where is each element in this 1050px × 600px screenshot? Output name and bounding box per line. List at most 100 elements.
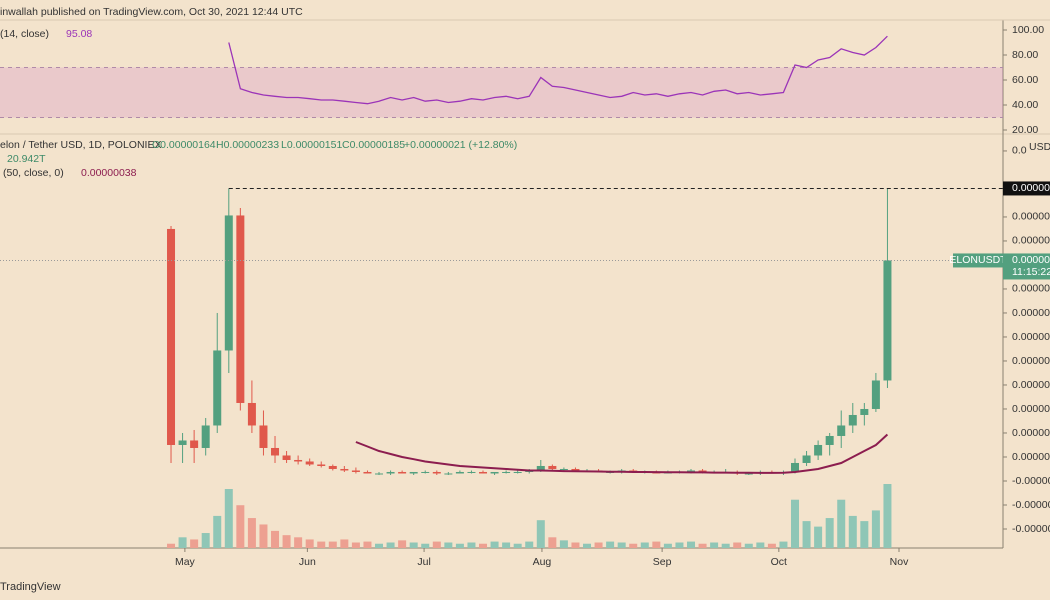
candle-body bbox=[791, 462, 800, 472]
volume-bar bbox=[317, 541, 326, 548]
volume-bar bbox=[282, 535, 291, 548]
x-tick-label: Jun bbox=[299, 556, 316, 568]
volume-bar bbox=[687, 541, 696, 548]
y-tick-label: -0.00000 bbox=[1012, 475, 1050, 487]
volume-bar bbox=[675, 542, 684, 548]
candle-body bbox=[860, 408, 869, 415]
volume-bar bbox=[791, 499, 800, 548]
symbol: elon / Tether USD, 1D, POLONIEX bbox=[0, 139, 161, 151]
y-tick-label: -0.00000 bbox=[1012, 523, 1050, 535]
volume-bar bbox=[294, 537, 303, 548]
candle-body bbox=[883, 260, 892, 381]
volume-bar bbox=[513, 543, 522, 548]
volume-bar bbox=[328, 541, 337, 548]
x-tick-label: Jul bbox=[417, 556, 430, 568]
y-tick-label: 60.00 bbox=[1012, 74, 1038, 86]
candle-body bbox=[548, 465, 557, 469]
volume-bar bbox=[733, 542, 742, 548]
volume-bar bbox=[779, 541, 788, 548]
candle-body bbox=[213, 350, 222, 426]
volume-bar bbox=[213, 515, 222, 548]
candle-body bbox=[571, 468, 580, 471]
candle-body bbox=[698, 470, 707, 472]
y-tick-label: 0.000001 bbox=[1012, 331, 1050, 343]
volume-bar bbox=[652, 541, 661, 548]
candle-body bbox=[167, 228, 176, 445]
volume-bar bbox=[606, 541, 615, 548]
candle-body bbox=[271, 447, 280, 456]
candle-body bbox=[802, 455, 811, 463]
y-tick-label: 40.00 bbox=[1012, 99, 1038, 111]
candle-body bbox=[236, 215, 245, 403]
candle-body bbox=[455, 471, 464, 474]
candle-body bbox=[201, 425, 210, 448]
rsi-legend: (14, close) bbox=[0, 28, 49, 40]
x-tick-label: Oct bbox=[771, 556, 787, 568]
candle-body bbox=[294, 459, 303, 462]
volume-bar bbox=[190, 539, 199, 548]
volume-bar bbox=[814, 526, 823, 548]
volume-bar bbox=[710, 542, 719, 548]
volume-bar bbox=[236, 505, 245, 548]
rsi-value: 95.08 bbox=[66, 28, 92, 40]
volume-bar bbox=[525, 541, 534, 548]
volume-legend: 20.942T bbox=[7, 153, 46, 165]
y-tick-label: 80.00 bbox=[1012, 49, 1038, 61]
candle-body bbox=[363, 471, 372, 474]
volume-bar bbox=[698, 543, 707, 548]
volume-bar bbox=[536, 520, 545, 548]
candle-body bbox=[398, 471, 407, 474]
volume-bar bbox=[825, 518, 834, 548]
y-tick-label: 0.000002 bbox=[1012, 235, 1050, 247]
volume-bar bbox=[721, 543, 730, 548]
candle-body bbox=[479, 471, 488, 474]
x-tick-label: Sep bbox=[653, 556, 672, 568]
volume-bar bbox=[455, 543, 464, 548]
volume-bar bbox=[247, 518, 256, 548]
volume-bar bbox=[756, 542, 765, 548]
candle-body bbox=[536, 465, 545, 471]
candle-body bbox=[814, 444, 823, 456]
volume-bar bbox=[767, 543, 776, 548]
volume-bar bbox=[744, 543, 753, 548]
candle-body bbox=[502, 471, 511, 473]
candle-body bbox=[409, 471, 418, 474]
candle-body bbox=[386, 471, 395, 474]
candle-body bbox=[190, 440, 199, 448]
volume-bar bbox=[305, 539, 314, 548]
ohlc-close: C0.00000185 bbox=[342, 139, 405, 151]
ohlc-low: L0.00000151 bbox=[281, 139, 342, 151]
volume-bar bbox=[640, 542, 649, 548]
volume-bar bbox=[479, 543, 488, 548]
ohlc-open: O0.00000164 bbox=[152, 139, 216, 151]
candle-body bbox=[871, 380, 880, 409]
volume-bar bbox=[224, 489, 233, 548]
candle-body bbox=[687, 470, 696, 472]
candle-body bbox=[513, 471, 522, 473]
volume-bar bbox=[375, 543, 384, 548]
high-tag: 0.000002 bbox=[1012, 182, 1050, 194]
candle-body bbox=[490, 471, 499, 474]
sma-line bbox=[355, 433, 889, 474]
sma-legend: (50, close, 0) bbox=[3, 167, 64, 179]
x-tick-label: Nov bbox=[890, 556, 909, 568]
volume-bar bbox=[571, 542, 580, 548]
candle-body bbox=[375, 473, 384, 475]
volume-bar bbox=[502, 542, 511, 548]
candle-body bbox=[340, 468, 349, 471]
countdown: 11:15:22 bbox=[1012, 266, 1050, 278]
volume-bar bbox=[271, 530, 280, 548]
y-tick-label: 100.00 bbox=[1012, 24, 1044, 36]
candle-body bbox=[282, 455, 291, 460]
candle-body bbox=[247, 402, 256, 426]
volume-bar bbox=[432, 541, 441, 548]
volume-bar bbox=[617, 542, 626, 548]
candle-body bbox=[744, 473, 753, 475]
candle-body bbox=[837, 425, 846, 436]
currency: USDT bbox=[1029, 141, 1050, 153]
y-tick-label: 0.000001 bbox=[1012, 355, 1050, 367]
volume-bar bbox=[421, 543, 430, 548]
candle-body bbox=[848, 414, 857, 426]
volume-bar bbox=[351, 542, 360, 548]
